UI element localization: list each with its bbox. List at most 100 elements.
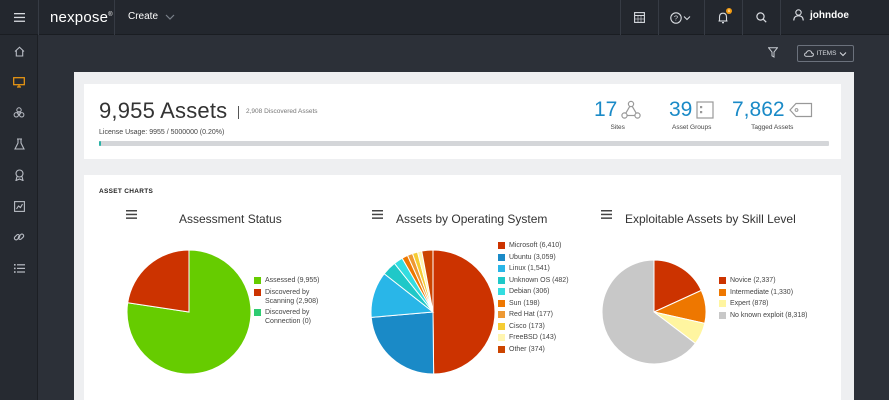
legend-item[interactable]: Novice (2,337) [719,276,819,285]
legend-label: Discovered by Connection (0) [265,309,311,325]
pie-slice-novice[interactable] [653,259,702,313]
legend-item[interactable]: Other (374) [498,345,588,354]
legend-swatch [498,265,505,272]
search-icon[interactable] [742,0,780,35]
exploitable-assets-pie [601,259,707,365]
legend-item[interactable]: Microsoft (6,410) [498,241,588,250]
license-usage-bar [99,141,829,146]
sidebar-item-administration[interactable] [0,257,38,279]
chart-menu-icon[interactable] [372,210,383,219]
sidebar [0,35,38,400]
pie-slice-no-known-exploit[interactable] [601,259,697,365]
sidebar-item-exploits[interactable] [0,133,38,155]
chevron-down-icon[interactable] [165,10,175,24]
sites-network-icon [621,100,642,119]
sidebar-item-home[interactable] [0,40,38,62]
stat-asset-groups[interactable]: 39 Asset Groups [669,98,714,131]
asset-groups-icon [696,101,714,119]
legend-item[interactable]: Discovered by Scanning (2,908) [254,288,339,306]
monitor-icon [13,76,25,88]
pie-slice-discovered-by-scanning[interactable] [127,249,190,313]
legend-label: Expert (878) [730,300,769,307]
sidebar-item-assets[interactable] [0,71,38,93]
legend-swatch [498,334,505,341]
items-label: ITEMS [816,50,837,57]
legend-label: Debian (306) [509,288,550,295]
legend-item[interactable]: Cisco (173) [498,322,588,331]
legend-label: Unknown OS (482) [509,276,569,284]
asset-charts-heading: ASSET CHARTS [99,188,154,195]
award-ribbon-icon [14,169,24,181]
pie-slice-other[interactable] [421,249,434,313]
svg-text:?: ? [674,13,678,22]
legend-item[interactable]: Intermediate (1,330) [719,288,819,297]
items-dropdown-button[interactable]: ITEMS [797,45,854,62]
sidebar-item-reports[interactable] [0,195,38,217]
stat-sites[interactable]: 17 Sites [594,98,642,131]
discovered-assets-count: 2,908 Discovered Assets [246,108,318,115]
nexpose-logo[interactable]: nexpose® [50,9,113,26]
asset-summary-card: 9,955 Assets 2,908 Discovered Assets Lic… [84,84,841,159]
user-menu[interactable]: johndoe [793,9,849,21]
flask-icon [13,138,25,150]
filter-funnel-icon[interactable] [768,47,778,58]
chevron-down-icon [840,51,847,56]
legend-label: Red Hat (177) [509,311,553,318]
legend-item[interactable]: No known exploit (8,318) [719,311,819,320]
create-menu-label[interactable]: Create [128,11,159,22]
cloud-icon [803,50,814,57]
pie-slice-ubuntu[interactable] [370,311,435,375]
legend-item[interactable]: Discovered by Connection (0) [254,308,339,326]
chart-menu-icon[interactable] [126,210,137,219]
legend-label: Discovered by Scanning (2,908) [265,288,319,305]
legend-item[interactable]: Unknown OS (482) [498,276,588,285]
asset-charts-card: ASSET CHARTS Assessment Status Assessed … [84,175,841,400]
legend-item[interactable]: Expert (878) [719,299,819,308]
legend-item[interactable]: Sun (198) [498,299,588,308]
license-usage-bar-fill [99,141,101,146]
assessment-status-chart: Assessment Status Assessed (9,955) Discov… [84,175,324,400]
legend-item[interactable]: Assessed (9,955) [254,276,339,285]
stat-tagged-assets[interactable]: 7,862 Tagged Assets [732,98,813,131]
os-assets-legend: Microsoft (6,410) Ubuntu (3,059) Linux (1,… [498,241,588,356]
exploitable-assets-chart: Exploitable Assets by Skill Level Novice… [589,175,839,400]
hamburger-menu-icon[interactable] [0,0,38,35]
legend-swatch [719,277,726,284]
pie-slice-microsoft[interactable] [432,249,496,375]
sidebar-item-policies[interactable] [0,164,38,186]
legend-swatch [719,300,726,307]
legend-item[interactable]: Linux (1,541) [498,264,588,273]
legend-item[interactable]: Red Hat (177) [498,310,588,319]
help-menu-icon[interactable]: ? [658,0,704,35]
chart-title: Assessment Status [179,212,282,226]
legend-label: Intermediate (1,330) [730,288,794,296]
legend-label: Cisco (173) [509,322,545,330]
legend-swatch [498,276,505,284]
legend-swatch [254,277,261,284]
home-icon [14,45,24,57]
chart-menu-icon[interactable] [601,210,612,219]
main-content: 9,955 Assets 2,908 Discovered Assets Lic… [74,72,854,400]
legend-swatch [498,253,505,261]
legend-swatch [498,288,505,295]
legend-label: Linux (1,541) [509,265,550,272]
legend-swatch [498,299,505,307]
legend-swatch [498,345,505,353]
legend-item[interactable]: Ubuntu (3,059) [498,253,588,262]
assessment-status-legend: Assessed (9,955) Discovered by Scanning (… [254,276,339,329]
asset-groups-count: 39 [669,98,693,121]
legend-item[interactable]: Debian (306) [498,287,588,296]
notifications-bell-icon[interactable] [704,0,742,35]
biohazard-icon [13,107,25,118]
calendar-icon[interactable] [620,0,658,35]
legend-label: Other (374) [509,345,545,353]
legend-swatch [719,288,726,296]
assets-count-title: 9,955 Assets [99,98,228,123]
legend-item[interactable]: FreeBSD (143) [498,333,588,342]
sidebar-item-tags[interactable] [0,226,38,248]
link-icon [13,233,25,241]
user-icon [793,9,804,21]
tagged-assets-label: Tagged Assets [751,124,794,131]
tagged-assets-count: 7,862 [732,98,785,121]
sidebar-item-vulnerabilities[interactable] [0,102,38,124]
